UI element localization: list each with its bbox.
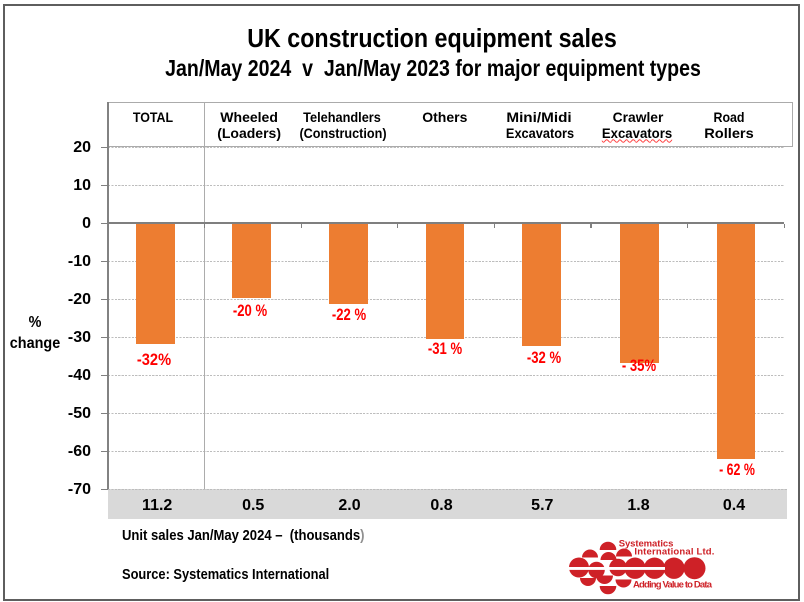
svg-text:Adding Value to Data: Adding Value to Data	[633, 580, 713, 591]
svg-text:International Ltd.: International Ltd.	[634, 547, 714, 558]
svg-text:Systematics: Systematics	[619, 539, 674, 550]
